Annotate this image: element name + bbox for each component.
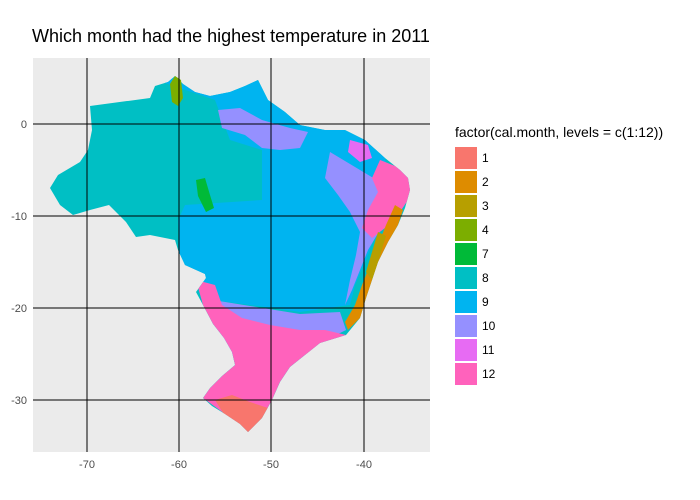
legend-swatch [455,171,477,193]
region-month-11-northeast [348,140,372,162]
legend-swatch [455,339,477,361]
legend-swatch [455,267,477,289]
legend-label: 3 [482,199,489,213]
region-month-7-patch [196,178,214,212]
legend-swatch [455,363,477,385]
region-month-4-north [170,76,183,106]
legend-swatch [455,243,477,265]
legend-swatch [455,219,477,241]
legend-label: 4 [482,223,489,237]
legend-label: 9 [482,295,489,309]
legend-title: factor(cal.month, levels = c(1:12)) [455,124,664,140]
legend-swatch [455,315,477,337]
x-axis: -70 -60 -50 -40 [79,459,372,471]
y-axis: 0 -10 -20 -30 [11,119,27,407]
x-tick-label: -70 [79,459,95,471]
legend-swatch [455,147,477,169]
legend-label: 2 [482,175,489,189]
legend-label: 10 [482,319,496,333]
legend-label: 12 [482,367,496,381]
region-month-12-northeast [362,160,410,238]
legend-label: 11 [482,343,495,357]
region-month-3-coast [366,232,386,280]
region-month-1-south [215,395,268,432]
y-tick-label: -10 [11,211,27,223]
region-month-10-north [218,108,308,150]
x-tick-label: -50 [263,459,279,471]
y-tick-label: -30 [11,395,27,407]
y-tick-label: 0 [21,119,27,131]
gridlines [33,58,430,452]
legend-swatch [455,195,477,217]
legend-label: 1 [482,151,489,165]
x-tick-label: -40 [356,459,372,471]
x-tick-label: -60 [171,459,187,471]
legend-label: 8 [482,271,489,285]
region-month-9-central [150,78,390,312]
y-tick-label: -20 [11,303,27,315]
chart-title: Which month had the highest temperature … [32,26,430,46]
legend-swatch [455,291,477,313]
legend-label: 7 [482,247,489,261]
